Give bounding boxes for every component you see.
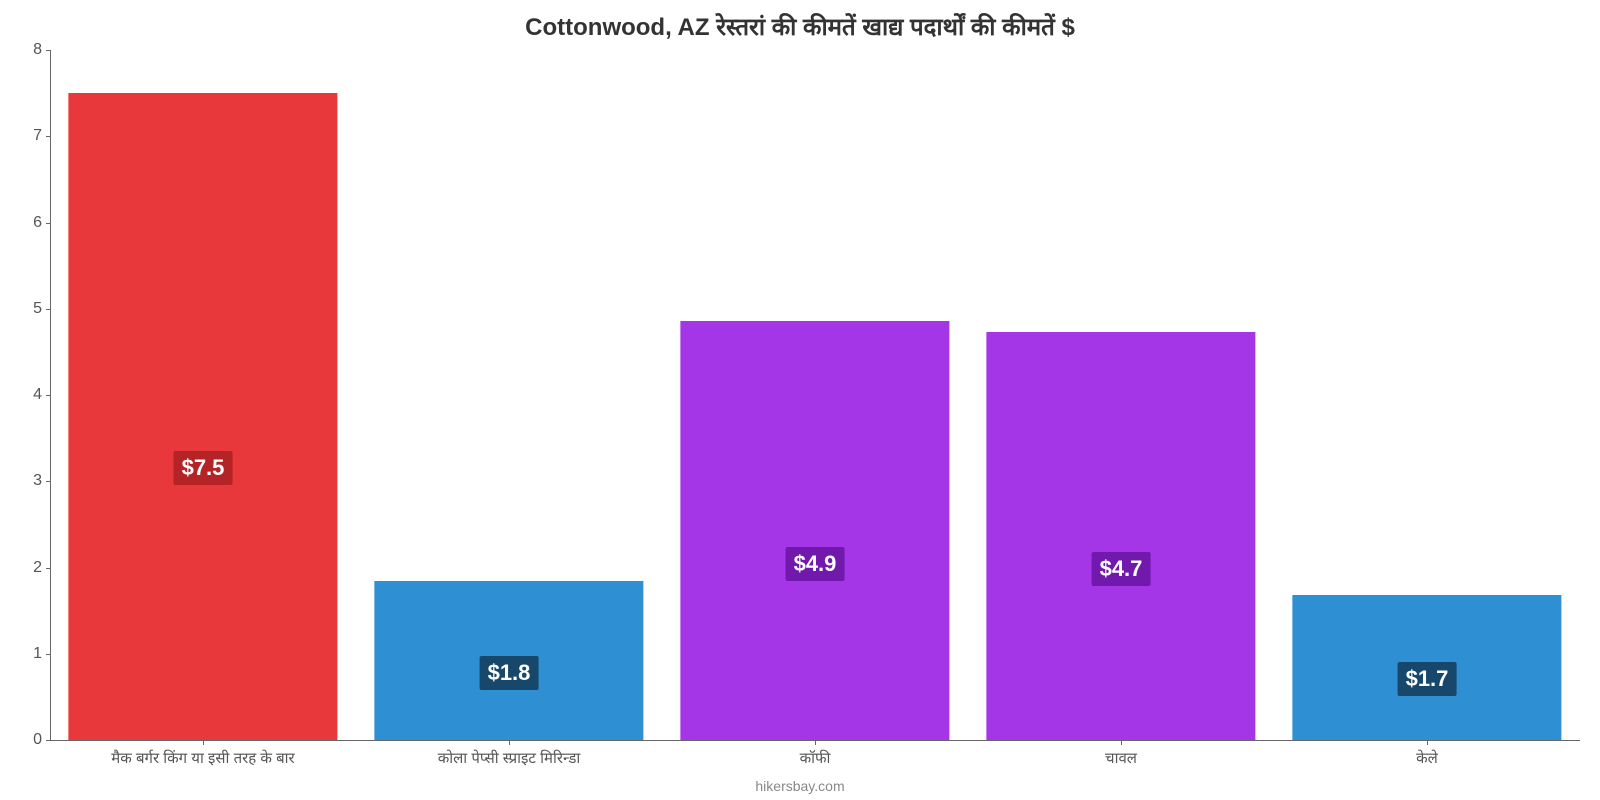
bar-slot: $1.7 xyxy=(1274,50,1580,740)
price-bar-chart: Cottonwood, AZ रेस्तरां की कीमतें खाद्य … xyxy=(0,0,1600,800)
x-tick-mark xyxy=(815,740,816,745)
y-tick-label: 1 xyxy=(33,645,42,663)
bar-value-label: $4.7 xyxy=(1092,552,1151,586)
bar-slot: $1.8 xyxy=(356,50,662,740)
x-tick-mark xyxy=(203,740,204,745)
y-tick-mark xyxy=(46,654,50,655)
y-tick-mark xyxy=(46,223,50,224)
plot-area: $7.5$1.8$4.9$4.7$1.7 012345678मैक बर्गर … xyxy=(50,50,1580,740)
y-tick-mark xyxy=(46,136,50,137)
x-tick-label: मैक बर्गर किंग या इसी तरह के बार xyxy=(111,748,294,768)
x-tick-label: चावल xyxy=(1105,748,1137,768)
bar-value-label: $4.9 xyxy=(786,547,845,581)
y-tick-label: 5 xyxy=(33,300,42,318)
y-tick-label: 7 xyxy=(33,127,42,145)
x-tick-label: कोला पेप्सी स्प्राइट मिरिन्डा xyxy=(438,748,581,768)
y-tick-label: 6 xyxy=(33,214,42,232)
bar-value-label: $1.8 xyxy=(480,656,539,690)
x-tick-label: केले xyxy=(1416,748,1438,768)
bar-slot: $7.5 xyxy=(50,50,356,740)
bar xyxy=(680,321,949,740)
y-tick-label: 2 xyxy=(33,559,42,577)
y-tick-mark xyxy=(46,395,50,396)
bar-slot: $4.7 xyxy=(968,50,1274,740)
bar-slot: $4.9 xyxy=(662,50,968,740)
x-tick-label: कॉफी xyxy=(800,748,831,768)
bar xyxy=(68,93,337,740)
y-tick-mark xyxy=(46,481,50,482)
x-tick-mark xyxy=(509,740,510,745)
y-tick-mark xyxy=(46,309,50,310)
bar-value-label: $1.7 xyxy=(1398,662,1457,696)
y-tick-label: 3 xyxy=(33,472,42,490)
bar xyxy=(986,332,1255,740)
y-tick-mark xyxy=(46,50,50,51)
x-tick-mark xyxy=(1121,740,1122,745)
chart-title: Cottonwood, AZ रेस्तरां की कीमतें खाद्य … xyxy=(0,10,1600,43)
bar-value-label: $7.5 xyxy=(174,451,233,485)
x-tick-mark xyxy=(1427,740,1428,745)
y-tick-mark xyxy=(46,568,50,569)
y-tick-label: 8 xyxy=(33,41,42,59)
y-tick-label: 4 xyxy=(33,386,42,404)
y-tick-label: 0 xyxy=(33,731,42,749)
chart-footer: hikersbay.com xyxy=(0,778,1600,794)
bars-container: $7.5 $1.8 $4.9 $4.7 $1.7 xyxy=(50,50,1580,740)
y-tick-mark xyxy=(46,740,50,741)
